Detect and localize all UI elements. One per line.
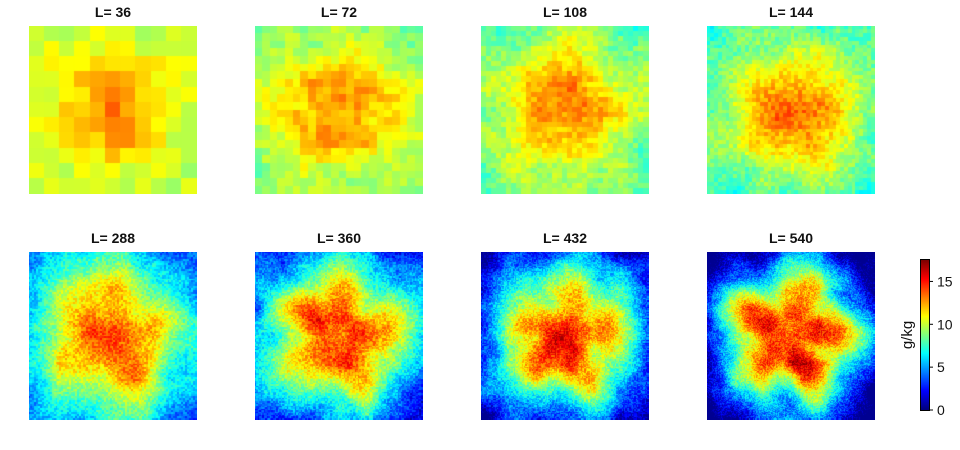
colorbar-tick-label: 5 (937, 359, 945, 375)
panel-title: L= 288 (91, 230, 135, 246)
heatmap-l432 (481, 252, 649, 420)
panel-title: L= 360 (317, 230, 361, 246)
colorbar-tick-label: 15 (937, 273, 953, 289)
heatmap-l72 (255, 26, 423, 194)
heatmap-l36 (29, 26, 197, 194)
colorbar-outline (920, 259, 930, 411)
colorbar-axis: 0 5 10 15 g/kg (899, 259, 953, 418)
heatmap-l540 (707, 252, 875, 420)
heatmap-l108 (481, 26, 649, 194)
panel-title: L= 108 (543, 4, 587, 20)
panel-title: L= 144 (769, 4, 813, 20)
colorbar-label: g/kg (899, 321, 916, 349)
panel-title: L= 540 (769, 230, 813, 246)
colorbar-tick-label: 10 (937, 316, 953, 332)
heatmap-l288 (29, 252, 197, 420)
heatmap-l144 (707, 26, 875, 194)
panel-title: L= 36 (94, 4, 132, 20)
colorbar (921, 260, 929, 410)
heatmap-l360 (255, 252, 423, 420)
panel-title: L= 72 (320, 4, 358, 20)
colorbar-tick-label: 0 (937, 402, 945, 418)
panel-title: L= 432 (543, 230, 587, 246)
